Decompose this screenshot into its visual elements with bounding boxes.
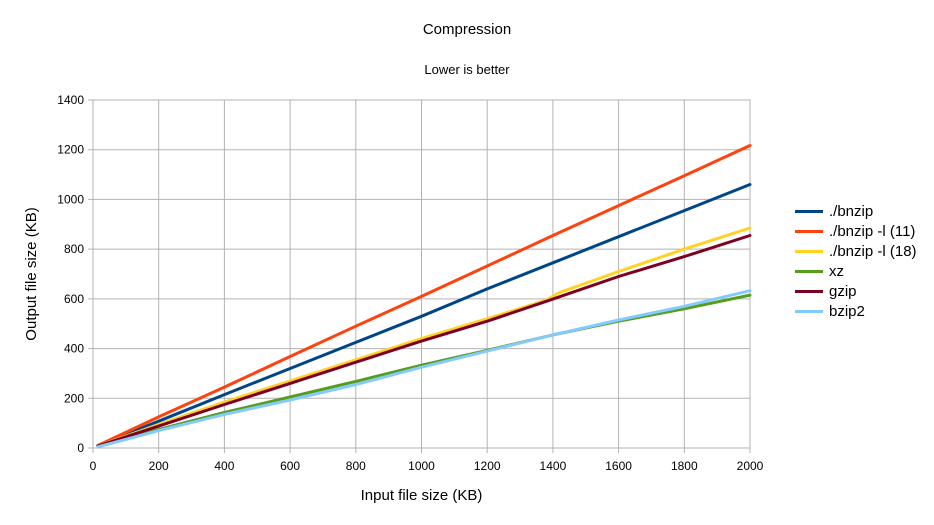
legend-item: xz <box>795 261 917 281</box>
chart-subtitle: Lower is better <box>424 62 510 77</box>
x-axis-label: Input file size (KB) <box>361 487 483 504</box>
y-tick-label: 1200 <box>57 143 84 157</box>
series-line <box>96 289 752 449</box>
x-tick-label: 1600 <box>605 459 632 473</box>
x-tick-label: 200 <box>149 459 169 473</box>
legend-swatch <box>795 229 823 233</box>
x-tick-label: 1000 <box>408 459 435 473</box>
y-axis-label: Output file size (KB) <box>23 207 40 340</box>
legend-item: gzip <box>795 281 917 301</box>
x-tick-label: 1200 <box>474 459 501 473</box>
x-tick-label: 600 <box>280 459 300 473</box>
x-tick-label: 800 <box>346 459 366 473</box>
legend-label: ./bnzip -l (11) <box>829 222 916 240</box>
legend-item: ./bnzip -l (11) <box>795 221 917 241</box>
legend-label: ./bnzip <box>829 202 874 220</box>
legend-item: ./bnzip <box>795 201 917 221</box>
x-tick-label: 1400 <box>540 459 567 473</box>
legend-label: ./bnzip -l (18) <box>829 242 917 260</box>
series-line <box>96 234 752 448</box>
legend-item: ./bnzip -l (18) <box>795 241 917 261</box>
y-tick-label: 600 <box>64 292 84 306</box>
legend-label: xz <box>829 262 844 280</box>
chart-legend: ./bnzip ./bnzip -l (11) ./bnzip -l (18) xz g… <box>795 201 917 321</box>
y-tick-label: 800 <box>64 242 84 256</box>
chart-title: Compression <box>422 21 512 38</box>
x-tick-label: 400 <box>214 459 234 473</box>
series-line <box>96 293 752 448</box>
y-tick-label: 0 <box>77 441 84 455</box>
series-line <box>96 144 752 447</box>
x-tick-label: 2000 <box>737 459 764 473</box>
x-tick-label: 1800 <box>671 459 698 473</box>
legend-swatch <box>795 249 823 253</box>
y-tick-label: 200 <box>64 391 84 405</box>
legend-swatch <box>795 269 823 273</box>
y-tick-label: 1000 <box>57 192 84 206</box>
x-tick-label: 0 <box>90 459 97 473</box>
series-line <box>96 183 752 447</box>
series-line <box>96 226 752 448</box>
plot-area-border <box>92 99 751 449</box>
y-tick-label: 400 <box>64 342 84 356</box>
legend-label: bzip2 <box>829 302 865 320</box>
legend-swatch <box>795 309 823 313</box>
y-tick-label: 1400 <box>57 93 84 107</box>
legend-item: bzip2 <box>795 301 917 321</box>
legend-label: gzip <box>829 282 857 300</box>
legend-swatch <box>795 289 823 293</box>
legend-swatch <box>795 209 823 213</box>
